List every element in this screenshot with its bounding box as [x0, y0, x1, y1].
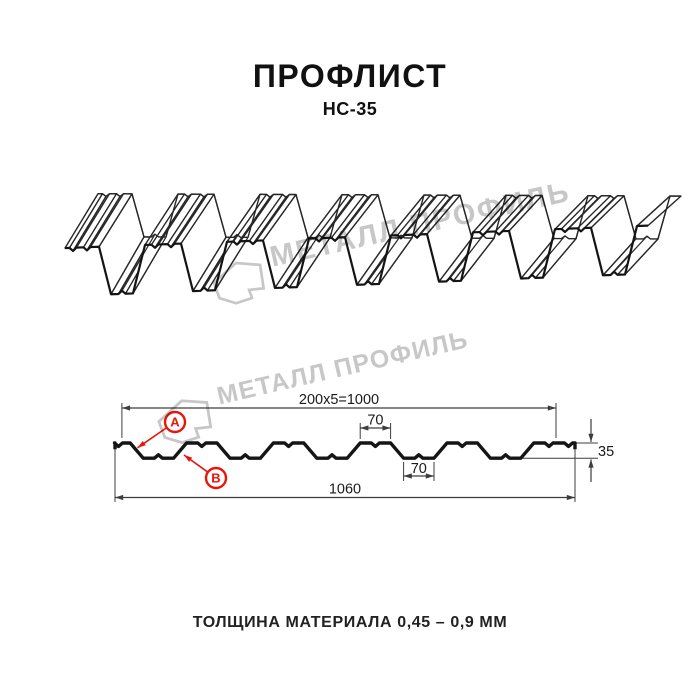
callout-b-label: B	[211, 471, 220, 486]
sheet-edge-line	[144, 193, 179, 246]
material-thickness-note: ТОЛЩИНА МАТЕРИАЛА 0,45 – 0,9 ММ	[192, 614, 508, 631]
sheet-edges	[64, 193, 682, 296]
profile-cross-section-diagram: 200x5=1000 70 70 35 1060 A B	[112, 392, 614, 502]
callout-b: B	[183, 454, 228, 490]
sheet-edge-line	[154, 196, 189, 249]
sheet-edge-line	[590, 195, 625, 229]
sheet-edge-line	[624, 238, 659, 275]
dimension-trough-width-label: 70	[411, 461, 427, 477]
sheet-edge-line	[64, 224, 649, 296]
sheet-edge-line	[580, 198, 615, 232]
dimension-height-label: 35	[598, 444, 614, 460]
sheet-edge-line	[542, 238, 577, 279]
sheet-edge-line	[554, 195, 589, 230]
sheet-edge-line	[602, 238, 637, 276]
sheet-edge-line	[460, 237, 495, 282]
sheet-edge-line	[98, 193, 133, 248]
sheet-edge-line	[192, 236, 227, 292]
sheet-edge-line	[498, 197, 533, 235]
sheet-edge-line	[86, 196, 121, 251]
sheet-edge-line	[334, 197, 369, 242]
sheet-edge-line	[180, 193, 215, 244]
dimension-crest-width-label: 70	[367, 413, 383, 429]
sheet-edge-line	[274, 237, 309, 289]
profile-outline	[112, 441, 577, 460]
sheet-edge-line	[508, 195, 543, 232]
sheet-edge-line	[226, 194, 261, 243]
sheet-edge-line	[520, 238, 555, 279]
sheet-edge-line	[647, 195, 682, 227]
sheet-edge-line	[64, 193, 99, 249]
sheet-edge-line	[390, 194, 425, 236]
sheet-edge-line	[262, 194, 297, 241]
dimension-total-width-label: 1060	[329, 482, 361, 498]
sheet-edge-line	[344, 194, 379, 238]
sheet-edge-line	[121, 233, 156, 291]
sheet-edge-line	[378, 237, 413, 285]
sheet-edge-line	[400, 197, 435, 239]
sheet-edge-line	[636, 195, 671, 227]
sheet-edge-line	[72, 196, 107, 252]
sheet-edge-line	[564, 198, 599, 233]
sheet-edge-line	[132, 236, 167, 294]
sheet-edge-line	[416, 197, 451, 239]
sheet-edge-line	[482, 197, 517, 236]
sheet-edge-line	[426, 194, 461, 235]
sheet-edge-line	[170, 196, 205, 248]
profile-model-subtitle: НС-35	[322, 99, 378, 119]
sheet-edge-line	[438, 237, 473, 283]
sheet-edge-line	[356, 237, 391, 286]
sheet-edge-line	[296, 237, 331, 288]
sheet-edge-line	[285, 234, 320, 285]
page-title: ПРОФЛИСТ	[252, 58, 448, 94]
dimension-cover-width-label: 200x5=1000	[299, 392, 379, 408]
sheet-edge-line	[203, 234, 238, 288]
callout-b-circle	[204, 466, 228, 490]
sheet-edge-line	[110, 236, 145, 295]
callout-a-label: A	[170, 415, 180, 430]
sheet-edge-line	[252, 196, 287, 245]
sheet-edge-line	[308, 194, 343, 240]
sheet-edge-line	[318, 197, 353, 242]
sheet-edge-line	[236, 196, 271, 245]
sheet-edge-line	[472, 194, 507, 233]
callout-a: A	[137, 410, 187, 449]
profile-sheet-3d-drawing	[64, 193, 682, 296]
